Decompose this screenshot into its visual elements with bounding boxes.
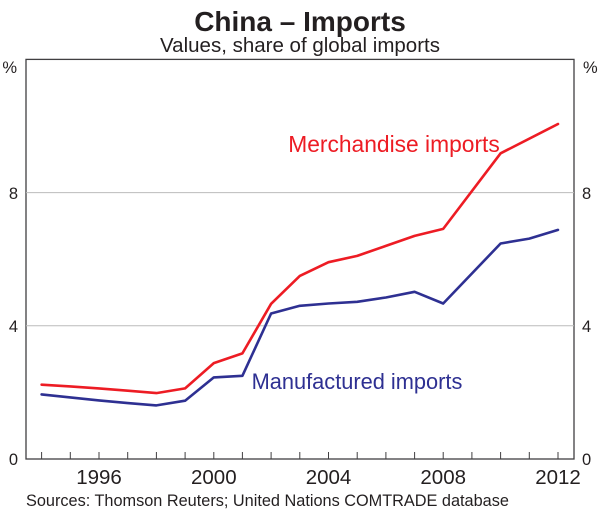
svg-text:4: 4 — [582, 318, 591, 336]
svg-text:2008: 2008 — [420, 466, 466, 489]
svg-text:8: 8 — [9, 185, 18, 203]
svg-text:4: 4 — [9, 318, 18, 336]
svg-text:2004: 2004 — [306, 466, 352, 489]
svg-text:1996: 1996 — [76, 466, 122, 489]
svg-text:8: 8 — [582, 185, 591, 203]
svg-text:Sources: Thomson Reuters; Unit: Sources: Thomson Reuters; United Nations… — [26, 492, 509, 510]
svg-text:2000: 2000 — [191, 466, 237, 489]
svg-text:0: 0 — [9, 451, 18, 469]
svg-text:0: 0 — [582, 451, 591, 469]
svg-text:Manufactured imports: Manufactured imports — [252, 369, 463, 394]
svg-text:2012: 2012 — [535, 466, 581, 489]
svg-text:Merchandise imports: Merchandise imports — [288, 131, 500, 157]
svg-text:%: % — [583, 59, 598, 77]
svg-text:%: % — [2, 59, 17, 77]
